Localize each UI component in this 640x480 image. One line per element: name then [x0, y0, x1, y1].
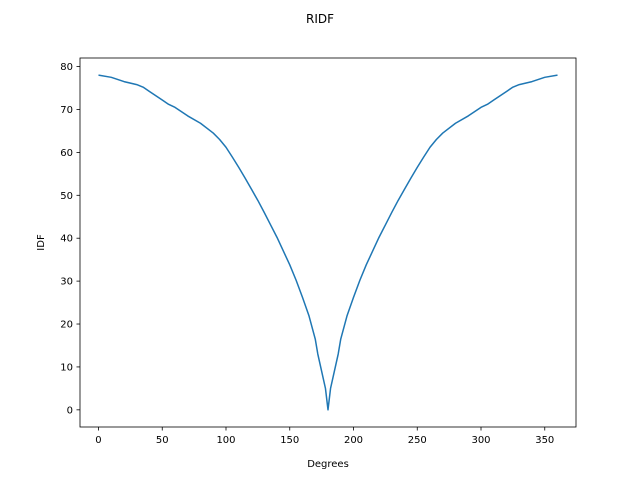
y-axis: 0 10 20 30 40 50 60 70 80 — [60, 62, 80, 416]
x-tick-label: 0 — [95, 435, 101, 446]
x-tick-label: 250 — [408, 435, 427, 446]
x-tick-label: 150 — [280, 435, 299, 446]
x-tick-label: 300 — [471, 435, 490, 446]
chart-title: RIDF — [306, 12, 334, 26]
y-tick-label: 40 — [60, 234, 73, 245]
series-line — [98, 74, 558, 411]
axes-frame — [79, 57, 577, 428]
y-tick-label: 80 — [60, 62, 73, 73]
plot-area — [98, 74, 558, 411]
x-tick-label: 350 — [535, 435, 554, 446]
x-tick-label: 50 — [156, 435, 169, 446]
y-tick-label: 10 — [60, 362, 73, 373]
y-axis-label: IDF — [36, 234, 47, 251]
y-tick-label: 60 — [60, 148, 73, 159]
y-tick-label: 30 — [60, 277, 73, 288]
x-axis: 0 50 100 150 200 250 300 350 — [95, 427, 554, 446]
y-tick-label: 50 — [60, 191, 73, 202]
y-tick-label: 70 — [60, 105, 73, 116]
x-tick-label: 200 — [344, 435, 363, 446]
x-tick-label: 100 — [216, 435, 235, 446]
x-axis-label: Degrees — [307, 459, 349, 470]
y-tick-label: 0 — [67, 405, 73, 416]
y-tick-label: 20 — [60, 320, 73, 331]
